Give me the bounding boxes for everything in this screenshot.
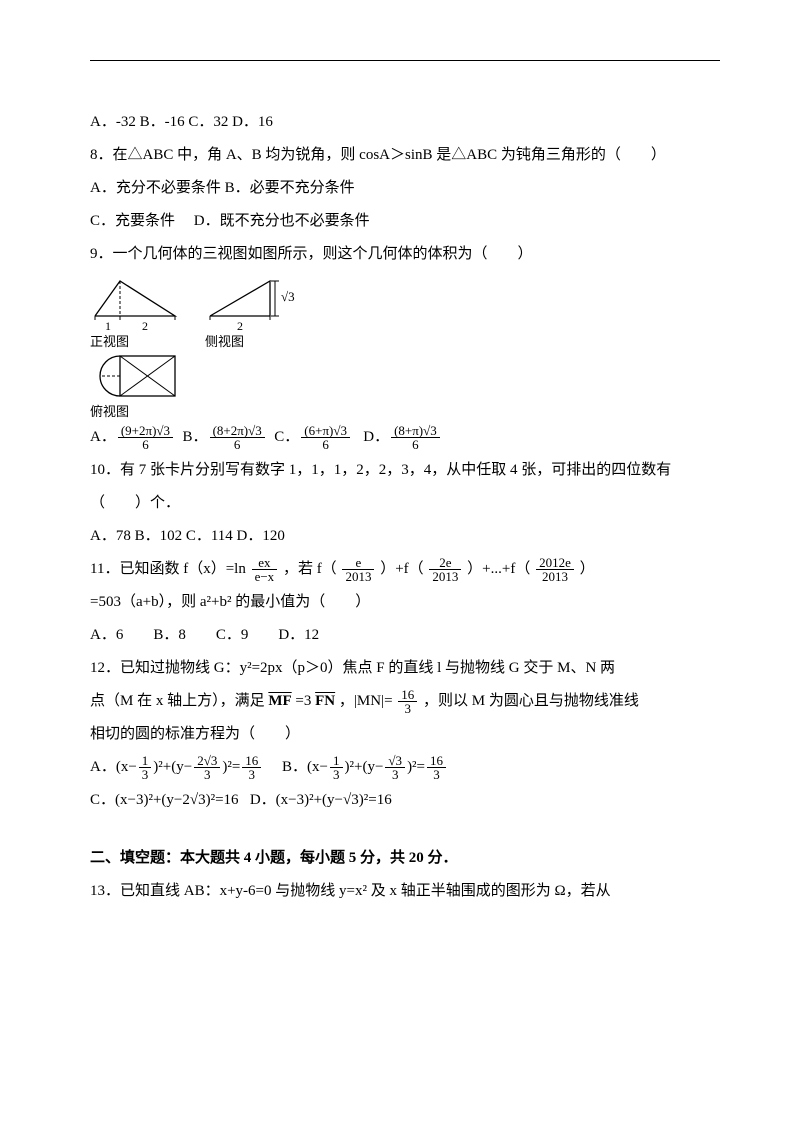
q12-stem1: 12．已知过抛物线 G：y²=2px（p＞0）焦点 F 的直线 l 与抛物线 G… <box>90 652 720 685</box>
q11-frac2: e2013 <box>342 556 374 584</box>
q12-mf-vec: MF <box>268 693 291 709</box>
q9-stem: 9．一个几何体的三视图如图所示，则这个几何体的体积为（ ） <box>90 238 720 271</box>
q8-stem: 8．在△ABC 中，角 A、B 均为锐角，则 cosA＞sinB 是△ABC 为… <box>90 139 720 172</box>
q8-optB: B．必要不充分条件 <box>225 180 355 196</box>
page-rule <box>90 60 720 61</box>
q9-views-row1: 1 2 正视图 √3 2 侧视图 <box>90 276 720 351</box>
q12-stem3: 相切的圆的标准方程为（ ） <box>90 718 720 751</box>
q9-front-svg: 1 2 <box>90 276 180 331</box>
q12-optC: C．(x−3)²+(y−2√3)²=16 <box>90 792 239 808</box>
q11-frac1: exe−x <box>252 556 278 584</box>
q12-stem2a: 点（M 在 x 轴上方），满足 <box>90 693 265 709</box>
q8-optC: C．充要条件 <box>90 213 175 229</box>
q9-top-view: 俯视图 <box>90 351 720 421</box>
q12-optA: A．(x− 13 )²+(y− 2√33 )²= 163 <box>90 751 263 784</box>
q11-line2: =503（a+b），则 a²+b² 的最小值为（ ） <box>90 586 720 619</box>
q10-stem: 10．有 7 张卡片分别写有数字 1，1，1，2，2，3，4，从中任取 4 张，… <box>90 454 720 520</box>
q7-options: A．-32 B．-16 C．32 D．16 <box>90 106 720 139</box>
q9-top-label: 俯视图 <box>90 403 720 421</box>
q9-front-label: 正视图 <box>90 333 180 351</box>
svg-text:2: 2 <box>237 319 243 331</box>
q12-stem2b: ，|MN|= <box>339 693 393 709</box>
q9-optA: A． (9+2π)√36 <box>90 421 175 454</box>
svg-text:√3: √3 <box>281 289 295 304</box>
q12-stem2: 点（M 在 x 轴上方），满足 MF =3 FN ，|MN|= 163 ，则以 … <box>90 685 720 718</box>
q12-fn-vec: FN <box>315 693 335 709</box>
svg-text:2: 2 <box>142 319 148 331</box>
q9-side-svg: √3 2 <box>205 276 305 331</box>
q12-options-line2: C．(x−3)²+(y−2√3)²=16 D．(x−3)²+(y−√3)²=16 <box>90 784 720 817</box>
q12-eq: =3 <box>295 693 311 709</box>
q11-frac4: 2012e2013 <box>536 556 574 584</box>
q11-stem-prefix: 11．已知函数 f（x）=ln <box>90 561 246 577</box>
q11-mid4: ） <box>580 561 595 577</box>
q12-optB: B．(x− 13 )²+(y− √33 )²= 163 <box>282 751 448 784</box>
q11-line1: 11．已知函数 f（x）=ln exe−x ，若 f（ e2013 ）+f（ 2… <box>90 553 720 586</box>
q8-options-line2: C．充要条件 D．既不充分也不必要条件 <box>90 205 720 238</box>
q9-side-view: √3 2 侧视图 <box>205 276 305 351</box>
q8-optA: A．充分不必要条件 <box>90 180 221 196</box>
q9-side-label: 侧视图 <box>205 333 305 351</box>
q12-options-line1: A．(x− 13 )²+(y− 2√33 )²= 163 B．(x− 13 )²… <box>90 751 720 784</box>
q9-options: A． (9+2π)√36 B． (8+2π)√36 C． (6+π)√36 D．… <box>90 421 720 454</box>
q12-mn-frac: 163 <box>398 688 417 716</box>
q8-options-line1: A．充分不必要条件 B．必要不充分条件 <box>90 172 720 205</box>
q12-stem2c: ，则以 M 为圆心且与抛物线准线 <box>423 693 639 709</box>
svg-text:1: 1 <box>105 319 111 331</box>
q8-optD: D．既不充分也不必要条件 <box>194 213 370 229</box>
section2-title: 二、填空题：本大题共 4 小题，每小题 5 分，共 20 分． <box>90 842 720 875</box>
q9-views-row2: 俯视图 <box>90 351 720 421</box>
q11-options: A．6 B．8 C．9 D．12 <box>90 619 720 652</box>
q9-optC: C． (6+π)√36 <box>274 421 352 454</box>
q9-front-view: 1 2 正视图 <box>90 276 180 351</box>
q9-optB: B． (8+2π)√36 <box>183 421 267 454</box>
q11-mid1: ，若 f（ <box>283 561 337 577</box>
q13-stem: 13．已知直线 AB：x+y-6=0 与抛物线 y=x² 及 x 轴正半轴围成的… <box>90 875 720 908</box>
q9-optD: D． (8+π)√36 <box>363 421 442 454</box>
q11-mid3: ）+...+f（ <box>467 561 530 577</box>
q11-mid2: ）+f（ <box>380 561 423 577</box>
q12-optD: D．(x−3)²+(y−√3)²=16 <box>250 792 392 808</box>
q9-top-svg <box>90 351 185 401</box>
q11-frac3: 2e2013 <box>429 556 461 584</box>
q10-options: A．78 B．102 C．114 D．120 <box>90 520 720 553</box>
